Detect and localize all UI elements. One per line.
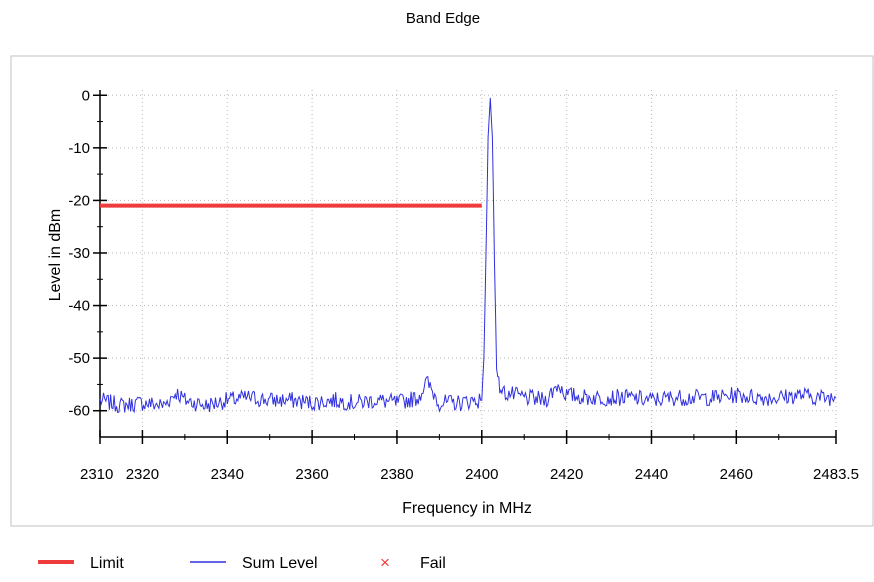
x-tick-label: 2483.5 — [813, 466, 859, 483]
series-layer — [99, 97, 837, 414]
legend: Limit Sum Level × Fail — [38, 553, 446, 572]
y-axis-title: Level in dBm — [47, 209, 64, 302]
x-tick-label: 2320 — [126, 466, 159, 483]
legend-item-sum-level: Sum Level — [190, 555, 318, 572]
y-tick-label: -60 — [68, 403, 90, 420]
legend-fail-marker: × — [380, 553, 390, 572]
x-tick-label: 2360 — [295, 466, 328, 483]
y-tick-label: -20 — [68, 192, 90, 209]
y-tick-label: 0 — [82, 87, 90, 104]
grid-lines — [100, 90, 837, 437]
x-tick-label: 2460 — [720, 466, 753, 483]
x-tick-label: 2340 — [211, 466, 244, 483]
y-tick-label: -30 — [68, 245, 90, 262]
legend-item-limit: Limit — [38, 555, 124, 572]
sum-level-trace — [99, 97, 837, 414]
x-tick-label: 2310 — [80, 466, 113, 483]
tick-labels: 0 -10 -20 -30 -40 -50 -60 2310 2320 2340 2360 2380 2… — [68, 87, 859, 483]
legend-label: Limit — [90, 555, 124, 572]
chart-frame — [10, 55, 874, 527]
axes — [93, 90, 837, 444]
legend-label: Fail — [420, 555, 446, 572]
x-tick-label: 2420 — [550, 466, 583, 483]
legend-item-fail: × Fail — [380, 553, 446, 572]
x-tick-label: 2400 — [465, 466, 498, 483]
legend-label: Sum Level — [242, 555, 318, 572]
y-tick-label: -40 — [68, 298, 90, 315]
x-tick-label: 2380 — [380, 466, 413, 483]
y-tick-label: -50 — [68, 350, 90, 367]
y-tick-label: -10 — [68, 140, 90, 157]
x-axis-title: Frequency in MHz — [402, 500, 532, 517]
chart-title: Band Edge — [406, 10, 480, 27]
x-tick-label: 2440 — [635, 466, 668, 483]
